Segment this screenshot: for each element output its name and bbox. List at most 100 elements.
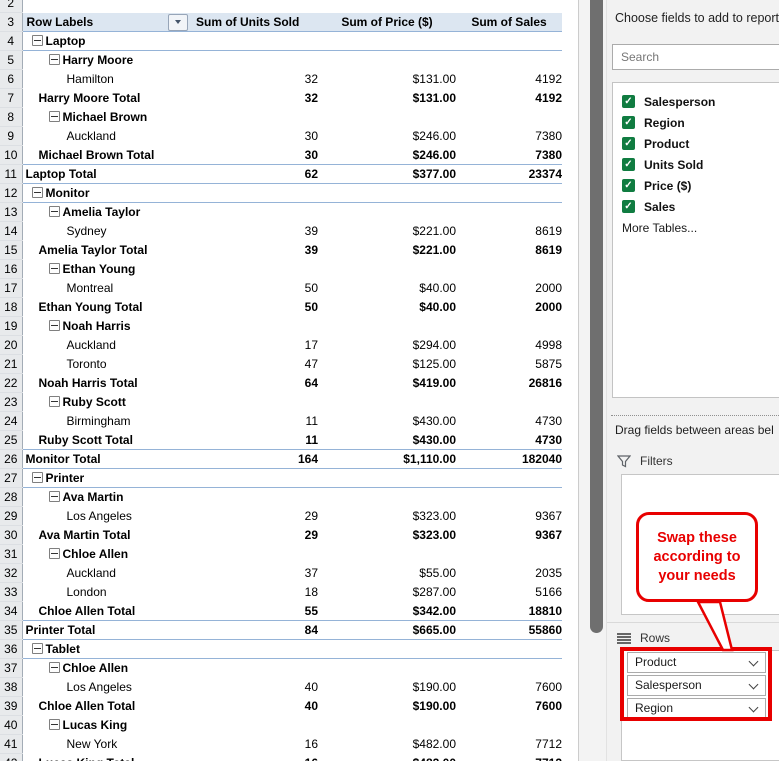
row-number[interactable]: 37 <box>0 658 23 678</box>
row-number[interactable]: 18 <box>0 297 23 317</box>
row-label-cell[interactable]: Monitor <box>22 183 190 203</box>
sales-cell[interactable]: 2000 <box>535 300 562 314</box>
price-cell[interactable]: $131.00 <box>412 72 456 86</box>
row-number[interactable]: 36 <box>0 639 23 659</box>
row-number[interactable]: 42 <box>0 753 23 761</box>
chevron-down-icon[interactable] <box>748 702 759 713</box>
units-cell[interactable] <box>190 317 318 336</box>
sales-cell[interactable] <box>456 639 562 659</box>
collapse-minus-icon[interactable] <box>48 111 60 123</box>
units-cell[interactable]: 84 <box>190 620 318 640</box>
units-cell[interactable] <box>190 51 318 70</box>
row-label-cell[interactable]: Chloe Allen Total <box>38 603 136 618</box>
sales-cell[interactable]: 8619 <box>535 243 562 257</box>
price-cell[interactable] <box>318 393 456 412</box>
units-cell[interactable]: 50 <box>304 300 318 314</box>
row-label-cell[interactable]: Los Angeles <box>66 509 132 523</box>
row-label-cell[interactable]: Los Angeles <box>66 680 132 694</box>
units-cell[interactable]: 47 <box>304 357 318 371</box>
price-cell[interactable] <box>318 659 456 678</box>
units-cell[interactable] <box>190 203 318 222</box>
price-cell[interactable]: $419.00 <box>412 376 456 390</box>
units-cell[interactable]: 30 <box>304 147 318 162</box>
sales-cell[interactable]: 5875 <box>535 357 562 371</box>
row-number[interactable]: 39 <box>0 696 23 716</box>
sales-cell[interactable] <box>456 317 562 336</box>
sales-cell[interactable]: 4730 <box>535 432 562 447</box>
price-cell[interactable]: $377.00 <box>318 164 456 184</box>
row-label-cell[interactable]: Ethan Young <box>22 260 190 279</box>
row-number[interactable]: 25 <box>0 430 23 450</box>
sales-cell[interactable]: 7600 <box>535 680 562 694</box>
units-cell[interactable] <box>190 108 318 127</box>
row-label-cell[interactable]: Amelia Taylor Total <box>38 243 148 257</box>
price-cell[interactable]: $287.00 <box>412 585 456 599</box>
sales-cell[interactable]: 7712 <box>535 737 562 751</box>
price-cell[interactable] <box>318 260 456 279</box>
row-number[interactable]: 28 <box>0 487 23 507</box>
sales-cell[interactable]: 23374 <box>456 164 562 184</box>
price-cell[interactable]: $246.00 <box>412 147 456 162</box>
units-cell[interactable]: 29 <box>304 528 318 542</box>
units-cell[interactable] <box>190 468 318 488</box>
price-cell[interactable]: $131.00 <box>412 91 456 105</box>
collapse-minus-icon[interactable] <box>48 320 60 332</box>
row-label-cell[interactable]: Hamilton <box>66 72 114 86</box>
row-number[interactable]: 27 <box>0 468 23 488</box>
collapse-minus-icon[interactable] <box>31 35 43 47</box>
price-cell[interactable]: $482.00 <box>318 754 456 761</box>
collapse-minus-icon[interactable] <box>48 491 60 503</box>
field-item-units-sold[interactable]: Units Sold <box>613 154 779 175</box>
sales-cell[interactable]: 9367 <box>535 509 562 523</box>
row-label-cell[interactable]: Auckland <box>66 338 116 352</box>
sales-cell[interactable] <box>456 31 562 51</box>
price-cell[interactable]: $221.00 <box>412 224 456 238</box>
row-number[interactable]: 38 <box>0 677 23 697</box>
price-cell[interactable] <box>318 203 456 222</box>
rows-field-pill-product[interactable]: Product <box>627 652 766 673</box>
sales-cell[interactable] <box>456 203 562 222</box>
rows-field-pill-salesperson[interactable]: Salesperson <box>627 675 766 696</box>
units-cell[interactable]: 39 <box>304 243 318 257</box>
row-label-cell[interactable]: Noah Harris Total <box>38 376 138 390</box>
row-number[interactable]: 16 <box>0 259 23 279</box>
sales-cell[interactable] <box>456 468 562 488</box>
vertical-scrollbar[interactable] <box>578 0 607 761</box>
row-number[interactable]: 14 <box>0 221 23 241</box>
sales-cell[interactable]: 4192 <box>535 91 562 105</box>
sales-cell[interactable] <box>456 108 562 127</box>
row-label-cell[interactable]: Noah Harris <box>22 317 190 336</box>
row-label-cell[interactable]: Harry Moore <box>22 51 190 70</box>
rows-field-pill-region[interactable]: Region <box>627 698 766 719</box>
checked-checkbox-icon[interactable] <box>622 95 635 108</box>
checked-checkbox-icon[interactable] <box>622 116 635 129</box>
row-number[interactable]: 33 <box>0 582 23 602</box>
chevron-down-icon[interactable] <box>748 679 759 690</box>
sales-cell[interactable]: 7712 <box>456 754 562 761</box>
row-number[interactable]: 40 <box>0 715 23 735</box>
sales-cell[interactable]: 18810 <box>528 603 562 618</box>
row-number[interactable]: 15 <box>0 240 23 260</box>
price-cell[interactable]: $323.00 <box>412 509 456 523</box>
units-cell[interactable]: 64 <box>304 376 318 390</box>
sales-cell[interactable] <box>456 51 562 70</box>
units-cell[interactable] <box>190 639 318 659</box>
row-label-cell[interactable]: Auckland <box>66 129 116 143</box>
row-label-cell[interactable]: Monitor Total <box>22 449 190 469</box>
sales-cell[interactable] <box>456 183 562 203</box>
sales-cell[interactable]: 182040 <box>456 449 562 469</box>
collapse-minus-icon[interactable] <box>31 643 43 655</box>
price-cell[interactable]: $430.00 <box>412 414 456 428</box>
price-cell[interactable]: $55.00 <box>419 566 456 580</box>
price-cell[interactable]: $430.00 <box>412 432 456 447</box>
units-cell[interactable]: 164 <box>190 449 318 469</box>
row-label-cell[interactable]: Laptop Total <box>22 164 190 184</box>
units-cell[interactable]: 30 <box>304 129 318 143</box>
units-cell[interactable]: 55 <box>304 603 318 618</box>
row-label-cell[interactable]: Laptop <box>22 31 190 51</box>
chevron-down-icon[interactable] <box>748 656 759 667</box>
sales-cell[interactable]: 7380 <box>535 147 562 162</box>
row-number[interactable]: 5 <box>0 50 23 70</box>
price-cell[interactable] <box>318 108 456 127</box>
sales-cell[interactable]: 2035 <box>535 566 562 580</box>
